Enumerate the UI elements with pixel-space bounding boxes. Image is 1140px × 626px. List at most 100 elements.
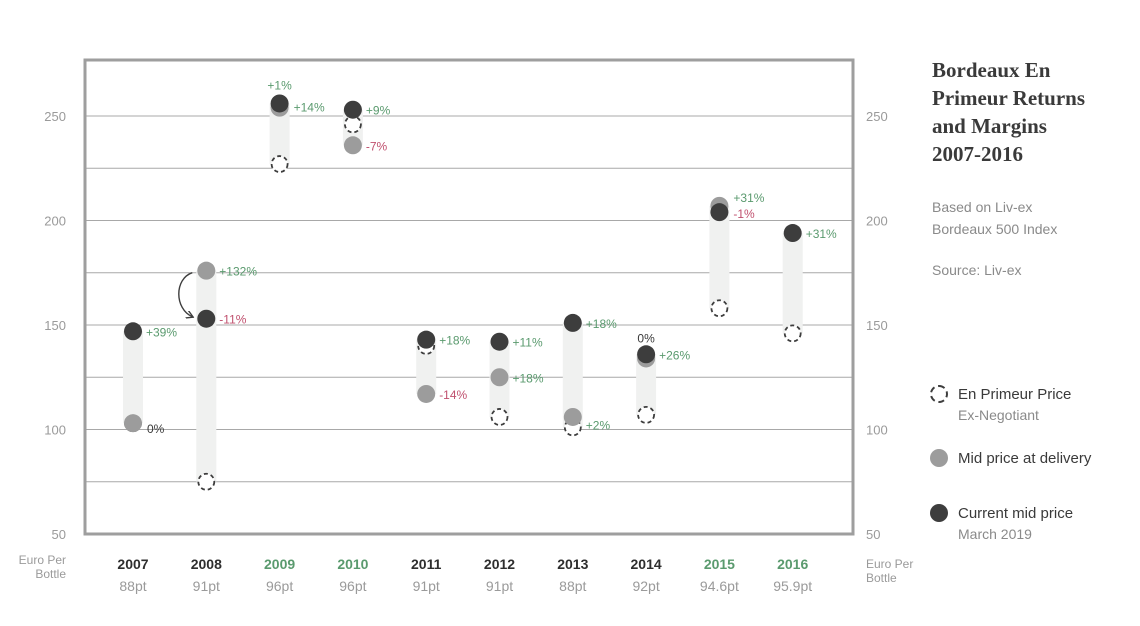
x-tick-label: 2008 [191, 556, 222, 572]
en-primeur-point [783, 324, 802, 343]
legend-en-primeur-label: En Primeur Price [958, 385, 1072, 403]
y-tick-label-right: 150 [866, 318, 888, 333]
delivery-change-label: 0% [637, 331, 655, 345]
x-tick-label: 2011 [411, 556, 442, 572]
range-bar [269, 103, 290, 165]
x-tick-label: 2009 [264, 556, 295, 572]
score-label: 91pt [486, 578, 513, 594]
delivery-change-label: -7% [366, 139, 388, 153]
y-tick-label-left: 250 [44, 109, 66, 124]
y-axis-label-right: Euro Per [866, 557, 913, 571]
delivery-change-label: +14% [294, 101, 325, 115]
current-point [490, 332, 509, 351]
current-point [637, 345, 656, 364]
current-change-label: +1% [267, 78, 292, 92]
delivery-change-label: +31% [733, 191, 764, 205]
en-primeur-point [637, 405, 655, 424]
delivery-change-label: +2% [586, 418, 611, 432]
legend-en-primeur: En Primeur Price Ex-Negotiant [930, 385, 1135, 423]
score-label: 88pt [559, 578, 586, 594]
decrease-arrow [178, 271, 193, 317]
legend-en-primeur-sublabel: Ex-Negotiant [958, 407, 1039, 423]
plot-frame [83, 58, 855, 536]
delivery-change-label: 0% [147, 422, 165, 436]
current-change-label: +18% [586, 317, 617, 331]
score-label: 91pt [193, 578, 220, 594]
dashed-circle-icon [930, 385, 948, 403]
en-primeur-point [343, 115, 362, 134]
score-label: 88pt [119, 578, 146, 594]
range-bar [782, 233, 803, 334]
current-point [710, 203, 729, 222]
y-tick-label-right: 100 [866, 423, 888, 438]
y-tick-label-right: 250 [866, 109, 888, 124]
range-bar [562, 322, 583, 428]
legend-current: Current mid price March 2019 [930, 504, 1135, 542]
current-change-label: -1% [733, 207, 755, 221]
current-change-label: +31% [806, 227, 837, 241]
x-tick-label: 2016 [777, 556, 808, 572]
x-tick-label: 2007 [117, 556, 148, 572]
y-tick-label-left: 100 [44, 423, 66, 438]
current-point [343, 100, 362, 119]
range-bar [196, 270, 217, 482]
delivery-change-label: -14% [439, 388, 467, 402]
legend-current-label: Current mid price [958, 504, 1074, 522]
score-label: 95.9pt [773, 578, 812, 594]
current-point [563, 313, 582, 332]
delivery-point [563, 407, 582, 426]
en-primeur-point [710, 299, 729, 318]
range-bar [636, 354, 657, 415]
y-axis-label-left: Bottle [35, 567, 66, 581]
title-block: Bordeaux En Primeur Returns and Margins … [932, 56, 1132, 278]
current-change-label: +39% [146, 325, 177, 339]
range-bar [123, 331, 143, 424]
current-change-label: -11% [219, 313, 246, 327]
x-tick-label: 2010 [337, 556, 368, 572]
current-change-label: +11% [513, 336, 543, 350]
score-label: 92pt [632, 578, 659, 594]
delivery-point [124, 414, 142, 433]
y-tick-label-left: 150 [44, 318, 66, 333]
current-change-label: +26% [659, 348, 690, 362]
delivery-change-label: +132% [219, 265, 257, 279]
current-change-label: +18% [439, 334, 470, 348]
current-point [124, 322, 142, 341]
delivery-change-label: +18% [513, 371, 544, 385]
y-axis-label-right: Bottle [866, 571, 897, 585]
score-label: 91pt [413, 578, 440, 594]
legend-delivery-label: Mid price at delivery [958, 449, 1092, 467]
x-tick-label: 2013 [557, 556, 588, 572]
range-bar [709, 205, 730, 309]
en-primeur-point [270, 155, 289, 173]
legend-delivery: Mid price at delivery [930, 449, 1135, 467]
legend-current-sublabel: March 2019 [958, 526, 1032, 542]
en-primeur-point [197, 472, 216, 491]
delivery-point [417, 384, 436, 403]
y-tick-label-right: 50 [866, 527, 880, 542]
x-tick-label: 2014 [631, 556, 662, 572]
score-label: 96pt [266, 578, 293, 594]
y-tick-label-left: 50 [52, 527, 66, 542]
current-point [270, 94, 289, 113]
grey-circle-icon [930, 449, 948, 467]
chart-source: Source: Liv-ex [932, 262, 1022, 278]
current-change-label: +9% [366, 104, 391, 118]
current-point [197, 309, 216, 328]
current-point [417, 330, 436, 349]
x-tick-label: 2012 [484, 556, 515, 572]
en-primeur-point [490, 408, 509, 426]
chart-subtitle: Based on Liv-ex Bordeaux 500 Index [932, 199, 1058, 237]
chart-title: Bordeaux En Primeur Returns and Margins … [932, 58, 1085, 166]
current-point [783, 224, 802, 243]
score-label: 96pt [339, 578, 366, 594]
y-tick-label-left: 200 [44, 214, 66, 229]
delivery-point [490, 368, 509, 387]
delivery-point [197, 261, 216, 280]
x-tick-label: 2015 [704, 556, 735, 572]
range-dot-chart: +39% 0% -11% +132% +1%+14% +9% -7% +18% -14% +11%… [19, 58, 913, 594]
score-label: 94.6pt [700, 578, 739, 594]
dark-circle-icon [930, 504, 948, 522]
y-tick-label-right: 200 [866, 214, 888, 229]
delivery-point [343, 136, 362, 155]
